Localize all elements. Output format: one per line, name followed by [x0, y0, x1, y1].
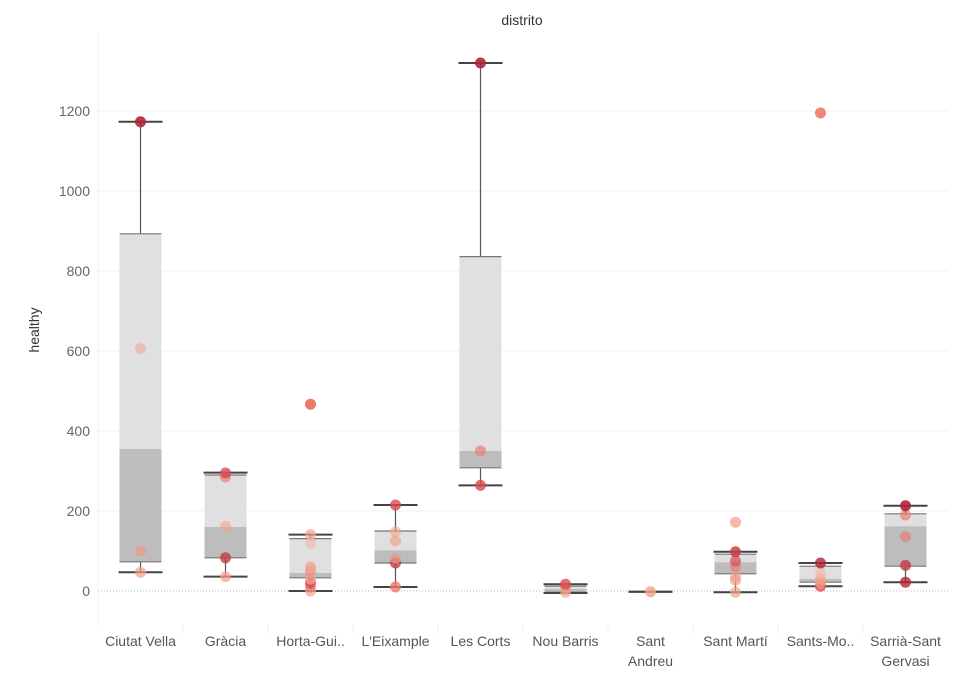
category-4: [458, 57, 503, 491]
y-axis-ticks: 0 200 400 600 800 1000 1200: [59, 103, 90, 599]
y-tick-label-1000: 1000: [59, 183, 90, 199]
data-point: [730, 586, 741, 598]
data-point: [560, 578, 571, 590]
category-9: [883, 500, 928, 588]
y-tick-label-800: 800: [67, 263, 91, 279]
category-5: [543, 578, 588, 598]
lower-box: [459, 451, 502, 468]
x-tick-label: Sant Martí: [703, 633, 768, 649]
category-separators: [182, 625, 864, 633]
lower-box: [119, 449, 162, 562]
y-tick-label-600: 600: [67, 343, 91, 359]
plot-area: [118, 57, 928, 598]
x-tick-label: Sant: [636, 633, 665, 649]
data-point: [220, 521, 231, 533]
x-axis-ticks: Ciutat Vella Gràcia Horta-Gui.. L'Eixample L…: [105, 633, 941, 669]
data-point: [475, 57, 486, 69]
data-point: [645, 586, 656, 598]
data-point: [220, 552, 231, 564]
x-tick-label: Gràcia: [205, 633, 246, 649]
data-point: [305, 537, 316, 549]
data-point: [900, 576, 911, 588]
data-point: [390, 499, 401, 511]
category-7: [713, 516, 758, 598]
data-point: [135, 566, 146, 578]
upper-box: [119, 233, 162, 449]
data-point: [135, 545, 146, 557]
upper-box: [459, 256, 502, 451]
data-point: [730, 555, 741, 567]
data-point: [220, 571, 231, 583]
x-tick-label: L'Eixample: [361, 633, 429, 649]
x-tick-label: Sarrià-Sant: [870, 633, 941, 649]
data-point: [900, 559, 911, 571]
gridlines: [97, 32, 948, 625]
data-point: [390, 581, 401, 593]
data-point: [900, 500, 911, 512]
x-tick-label: Nou Barris: [532, 633, 598, 649]
data-point: [390, 526, 401, 538]
y-tick-label-0: 0: [82, 583, 90, 599]
data-point: [305, 398, 316, 410]
data-point: [815, 107, 826, 119]
data-point: [730, 546, 741, 558]
data-point: [135, 343, 146, 355]
x-tick-label: Horta-Gui..: [276, 633, 344, 649]
category-3: [373, 499, 418, 593]
data-point: [305, 573, 316, 585]
chart-title: distrito: [501, 12, 542, 28]
upper-box: [204, 475, 247, 527]
data-point: [815, 567, 826, 579]
data-point: [730, 571, 741, 583]
x-tick-label: Les Corts: [451, 633, 511, 649]
x-tick-label: Ciutat Vella: [105, 633, 176, 649]
data-point: [475, 445, 486, 457]
x-tick-label: Andreu: [628, 653, 673, 669]
x-tick-label: Gervasi: [881, 653, 929, 669]
data-point: [305, 529, 316, 541]
data-point: [815, 557, 826, 569]
data-point: [900, 509, 911, 521]
category-2: [288, 398, 333, 597]
data-point: [135, 116, 146, 128]
data-point: [305, 561, 316, 573]
data-point: [390, 552, 401, 564]
category-8: [798, 107, 843, 592]
data-point: [900, 531, 911, 543]
x-tick-label: Sants-Mo..: [787, 633, 855, 649]
category-0: [118, 116, 163, 578]
data-point: [390, 535, 401, 547]
y-tick-label-400: 400: [67, 423, 91, 439]
category-1: [203, 467, 248, 583]
data-point: [475, 479, 486, 491]
data-point: [220, 467, 231, 479]
data-point: [730, 516, 741, 528]
y-tick-label-200: 200: [67, 503, 91, 519]
category-6: [628, 586, 673, 598]
y-axis-label: healthy: [26, 307, 42, 352]
y-tick-label-1200: 1200: [59, 103, 90, 119]
